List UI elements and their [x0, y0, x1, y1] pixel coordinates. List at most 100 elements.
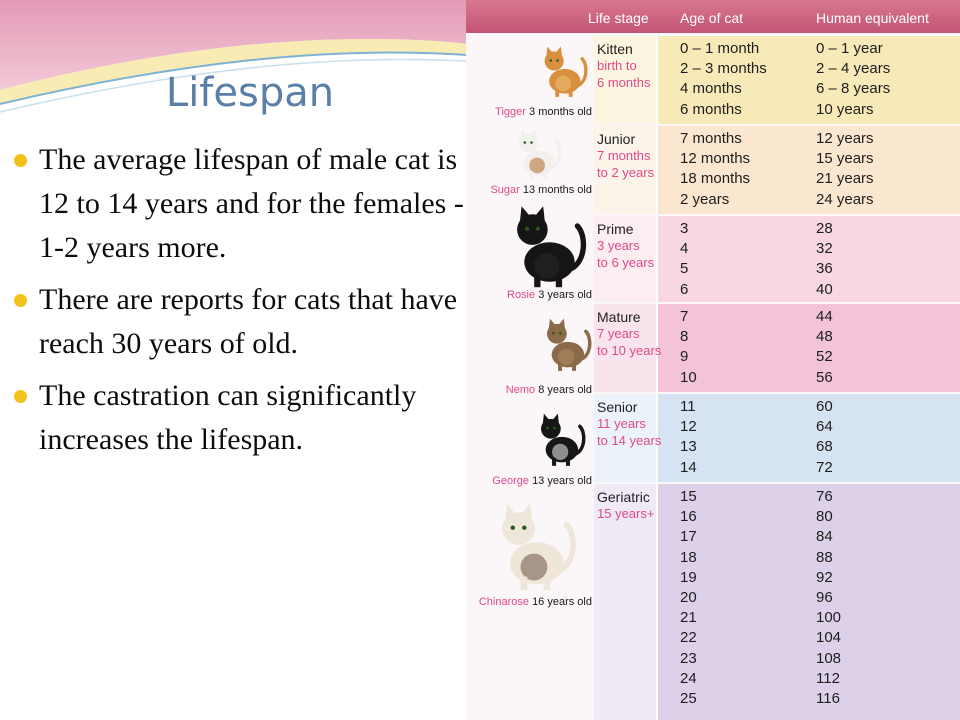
human-equivalent-cell: 96 — [816, 589, 833, 606]
human-equivalent-cell: 56 — [816, 368, 833, 386]
cat-name: Sugar — [490, 184, 520, 196]
stage-name: Kitten — [597, 41, 633, 57]
human-equivalent-cell: 44 — [816, 308, 833, 325]
age-cell: 4 months — [680, 80, 742, 98]
cat-age: 3 months old — [529, 106, 592, 118]
stage-range: 7 years to 10 years — [597, 326, 662, 358]
human-equivalent-cell: 64 — [816, 418, 833, 436]
human-equivalent-cell: 48 — [816, 328, 833, 346]
age-cell: 12 months — [680, 150, 751, 168]
stage-label-prime: Prime 3 years to 6 years — [594, 216, 658, 302]
cat-name: Chinarose — [478, 596, 529, 608]
human-equivalent-cell: 52 — [816, 348, 833, 366]
stage-range: 7 months to 2 years — [597, 148, 655, 180]
human-equivalent-cell: 6 – 8 years — [816, 80, 891, 98]
human-equivalent-cell: 92 — [816, 568, 833, 586]
bullet-dot-icon — [14, 294, 27, 307]
human-equivalent-cell: 32 — [816, 240, 833, 258]
bullet-text: The castration can significantly increas… — [39, 379, 417, 456]
age-cell: 21 — [680, 609, 697, 627]
age-cell: 22 — [680, 629, 697, 647]
cat-photo-nemo — [547, 318, 592, 371]
cat-photo-tigger — [544, 46, 588, 97]
bullet-dot-icon — [14, 390, 27, 403]
cat-age: 13 years old — [532, 475, 592, 487]
cat-age: 16 years old — [532, 596, 592, 608]
cat-age: 8 years old — [538, 384, 592, 396]
cat-name: George — [492, 475, 529, 487]
cat-caption: Nemo 8 years old — [506, 384, 592, 396]
cat-age: 3 years old — [538, 289, 592, 301]
header-age-of-cat: Age of cat — [680, 10, 744, 26]
age-cell: 16 — [680, 508, 697, 526]
age-cell: 18 — [680, 548, 697, 566]
human-equivalent-cell: 68 — [816, 438, 833, 456]
slide-title: Lifespan — [165, 70, 335, 116]
cat-caption: George 13 years old — [492, 475, 592, 487]
age-cell: 5 — [680, 260, 689, 278]
header-human-equivalent: Human equivalent — [816, 10, 929, 26]
age-cell: 9 — [680, 348, 689, 366]
stage-range: birth to 6 months — [597, 58, 651, 90]
stage-name: Mature — [597, 309, 641, 325]
age-cell: 14 — [680, 458, 697, 476]
bullet-item: The average lifespan of male cat is 12 t… — [12, 138, 482, 270]
age-cell: 2 years — [680, 190, 730, 208]
stage-range: 11 years to 14 years — [597, 416, 662, 448]
human-equivalent-cell: 28 — [816, 220, 833, 237]
human-equivalent-cell: 100 — [816, 609, 842, 627]
bullet-item: There are reports for cats that have rea… — [12, 278, 482, 366]
age-cell: 10 — [680, 368, 697, 386]
stage-name: Geriatric — [597, 489, 650, 505]
age-cell: 4 — [680, 240, 689, 258]
cat-age-table: Life stage Age of cat Human equivalent K… — [466, 0, 960, 720]
cat-name: Rosie — [507, 289, 536, 301]
human-equivalent-cell: 108 — [816, 649, 842, 667]
stage-name: Prime — [597, 221, 634, 237]
stage-range: 15 years+ — [597, 506, 655, 521]
age-cell: 24 — [680, 669, 697, 687]
age-cell: 23 — [680, 649, 697, 667]
age-cell: 7 months — [680, 130, 742, 147]
stage-name: Senior — [597, 399, 638, 415]
human-equivalent-cell: 72 — [816, 458, 833, 476]
age-cell: 6 months — [680, 100, 742, 118]
bullet-text: There are reports for cats that have rea… — [39, 283, 458, 360]
cat-photo-george — [541, 413, 586, 466]
age-cell: 6 — [680, 280, 689, 298]
human-equivalent-cell: 116 — [816, 690, 840, 707]
bullet-text: The average lifespan of male cat is 12 t… — [39, 143, 464, 264]
human-equivalent-cell: 21 years — [816, 170, 874, 188]
stage-label-junior: Junior 7 months to 2 years — [594, 126, 658, 214]
age-cell: 15 — [680, 488, 697, 505]
human-equivalent-cell: 0 – 1 year — [816, 40, 883, 57]
human-equivalent-cell: 104 — [816, 629, 842, 647]
age-cell: 13 — [680, 438, 697, 456]
age-cell: 19 — [680, 568, 697, 586]
cat-photo-rosie — [517, 206, 587, 288]
decorative-swoosh — [0, 0, 481, 113]
human-equivalent-cell: 15 years — [816, 150, 874, 168]
human-equivalent-cell: 40 — [816, 280, 833, 298]
age-cell: 3 — [680, 220, 689, 237]
human-equivalent-cell: 112 — [816, 669, 840, 687]
stage-label-mature: Mature 7 years to 10 years — [594, 304, 662, 392]
cat-caption: Rosie 3 years old — [507, 289, 592, 301]
cat-caption: Sugar 13 months old — [490, 184, 592, 196]
age-cell: 20 — [680, 589, 697, 606]
bullet-list: The average lifespan of male cat is 12 t… — [12, 138, 482, 470]
age-cell: 8 — [680, 328, 689, 346]
human-equivalent-cell: 88 — [816, 548, 833, 566]
stage-label-kitten: Kitten birth to 6 months — [594, 36, 658, 124]
cat-caption: Tigger 3 months old — [495, 106, 592, 118]
cat-caption: Chinarose 16 years old — [479, 596, 592, 608]
age-cell: 18 months — [680, 170, 751, 188]
age-cell: 0 – 1 month — [680, 40, 760, 57]
cat-photo-sugar — [518, 128, 562, 179]
header-life-stage: Life stage — [588, 10, 649, 26]
human-equivalent-cell: 10 years — [816, 100, 874, 118]
cat-age: 13 months old — [522, 184, 592, 196]
stage-range: 3 years to 6 years — [597, 238, 655, 270]
human-equivalent-cell: 2 – 4 years — [816, 60, 891, 78]
human-equivalent-cell: 76 — [816, 488, 833, 505]
